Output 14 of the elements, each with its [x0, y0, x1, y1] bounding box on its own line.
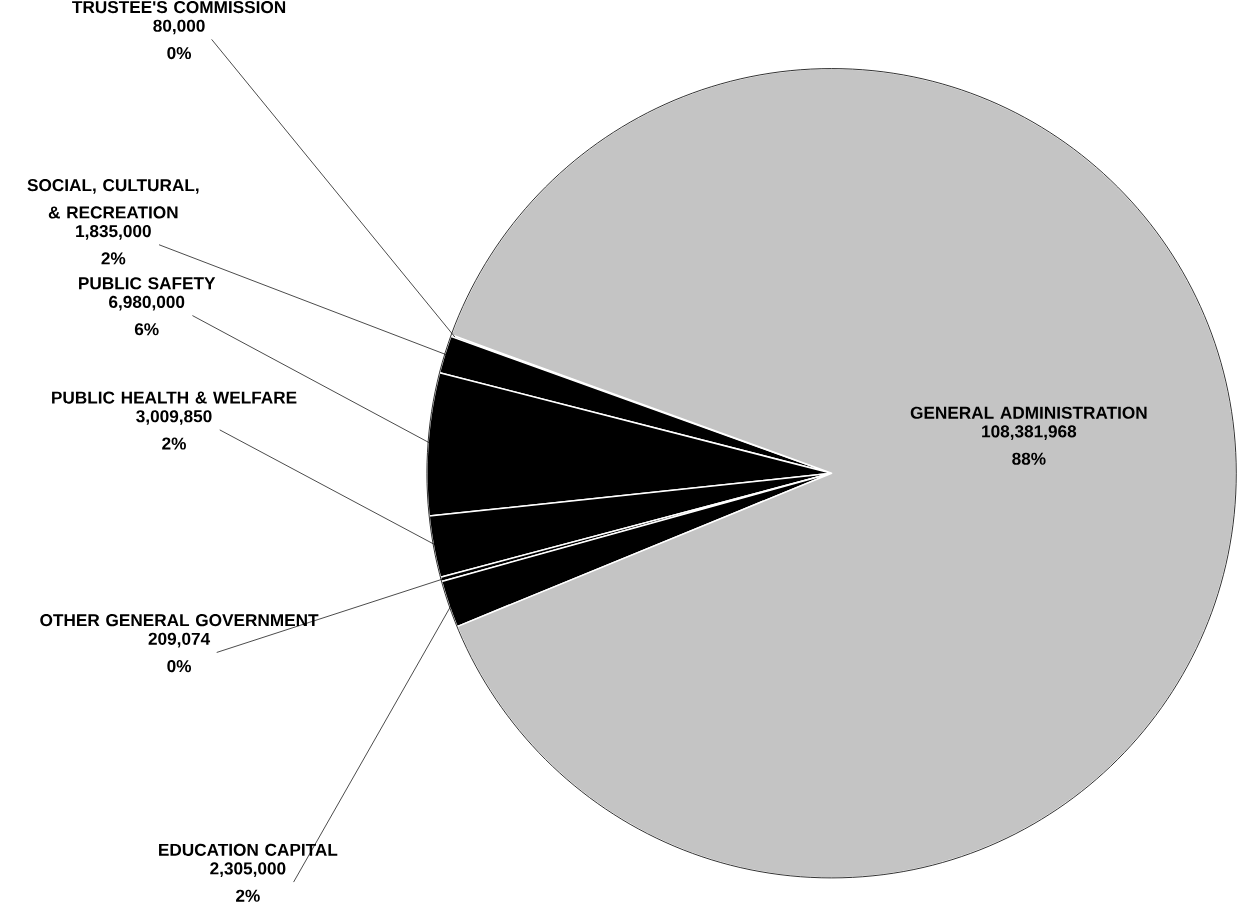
slice-label: SOCIAL, CULTURAL, & RECREATION [27, 179, 199, 219]
slice-label: TRUSTEE'S COMMISSION [72, 1, 286, 14]
data-label: 1,835,000 2% [76, 225, 151, 265]
data-label: 3,009,850 2% [136, 410, 212, 450]
data-label: 209,074 0% [148, 632, 211, 673]
slice-label: PUBLIC HEALTH & WELFARE [52, 391, 297, 404]
data-label: 6,980,000 6% [109, 295, 185, 336]
slice-label: PUBLIC SAFETY [79, 277, 216, 290]
data-label: 108,381,968 88% [982, 425, 1077, 465]
data-label: 80,000 0% [153, 19, 205, 60]
slice-label: OTHER GENERAL GOVERNMENT [40, 614, 319, 627]
data-label: 2,305,000 2% [210, 862, 286, 902]
slice-label: EDUCATION CAPITAL [159, 843, 338, 856]
slice-label: GENERAL ADMINISTRATION [910, 406, 1147, 419]
